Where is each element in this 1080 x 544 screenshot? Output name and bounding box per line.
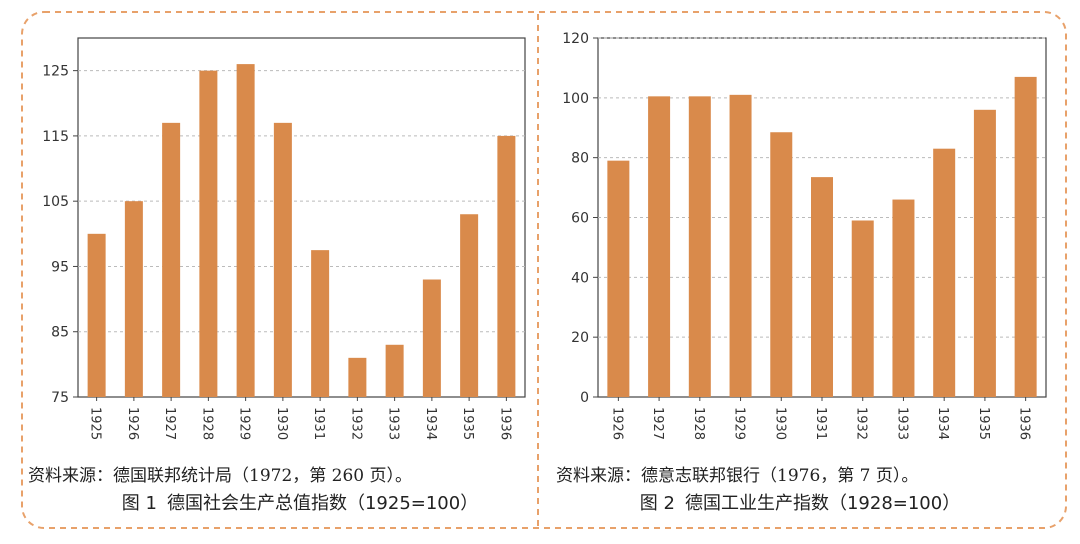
y-tick-label: 40 [571,270,589,286]
chart-2-caption: 图 2 德国工业生产指数（1928=100） [580,489,1020,515]
x-tick-label-1932: 1932 [854,407,869,440]
y-tick-label: 85 [51,325,69,341]
bar-1935 [973,109,996,398]
y-tick-label: 80 [571,151,589,167]
x-tick-label-1929: 1929 [732,407,747,440]
bar-1929 [729,94,752,397]
y-tick-label: 95 [51,259,69,275]
bar-1932 [348,357,367,397]
bar-1928 [199,70,218,398]
x-tick-label-1934: 1934 [935,407,950,440]
bar-1935 [460,214,479,397]
y-tick-label: 120 [562,31,589,47]
bar-1926 [607,160,630,397]
x-tick-label-1928: 1928 [691,407,706,440]
x-tick-label-1930: 1930 [274,407,289,440]
x-tick-label-1931: 1931 [311,407,326,440]
bar-1925 [87,233,106,397]
chart-2: 0 20 40 60 80 100 120 1926 1927 1928 1929 1930 1931 1… [562,31,1047,440]
bar-1932 [851,220,874,397]
x-tick-label-1926: 1926 [125,407,140,440]
bar-1933 [892,199,915,397]
y-tick-label: 20 [571,330,589,346]
chart-1-figure-label: 图 1 [121,493,157,514]
y-tick-label: 125 [42,64,69,80]
x-tick-label-1936: 1936 [497,407,512,440]
bar-1930 [273,122,292,397]
chart-2-source: 资料来源：德意志联邦银行（1976，第 7 页）。 [556,466,919,486]
chart-1-caption: 图 1 德国社会生产总值指数（1925=100） [80,489,520,515]
x-tick-label-1927: 1927 [162,407,177,440]
bar-1928 [688,96,711,398]
x-tick-label-1929: 1929 [237,407,252,440]
chart-2-title: 德国工业生产指数（1928=100） [684,493,961,514]
y-tick-label: 105 [42,194,69,210]
x-tick-label-1935: 1935 [976,407,991,440]
chart-1-source: 资料来源：德国联邦统计局（1972，第 260 页）。 [28,466,413,486]
y-tick-label: 60 [571,211,589,227]
x-tick-label-1935: 1935 [460,407,475,440]
bar-1926 [124,201,143,397]
x-tick-label-1925: 1925 [88,407,103,440]
plot-area [77,37,526,398]
x-tick-label-1930: 1930 [772,407,787,440]
x-tick-label-1934: 1934 [423,407,438,440]
x-tick-label-1927: 1927 [650,407,665,440]
x-tick-label-1936: 1936 [1017,407,1032,440]
x-tick-label-1926: 1926 [609,407,624,440]
chart-2-figure-label: 图 2 [639,493,675,514]
y-tick-label: 0 [580,390,589,406]
bar-1933 [385,344,404,397]
x-tick-label-1928: 1928 [199,407,214,440]
bar-1934 [422,279,441,397]
chart-1-title: 德国社会生产总值指数（1925=100） [166,493,479,514]
bar-1931 [811,177,833,397]
y-tick-label: 115 [42,129,69,145]
bar-1930 [770,132,793,398]
chart-1: 75 85 95 105 115 125 1925 1926 1927 1928 1929 1930 1… [42,37,526,440]
bar-1936 [1014,76,1037,398]
x-tick-label-1931: 1931 [813,407,828,440]
bar-1927 [648,96,671,398]
bar-1936 [497,135,516,397]
bar-1934 [933,148,956,397]
y-tick-label: 75 [51,390,69,406]
x-tick-label-1932: 1932 [348,407,363,440]
bar-1927 [162,122,181,397]
y-tick-label: 100 [562,91,589,107]
outer-dashed-border [21,11,1067,529]
bar-1931 [311,250,330,397]
x-tick-label-1933: 1933 [894,407,909,440]
x-tick-label-1933: 1933 [386,407,401,440]
bar-1929 [236,64,255,397]
